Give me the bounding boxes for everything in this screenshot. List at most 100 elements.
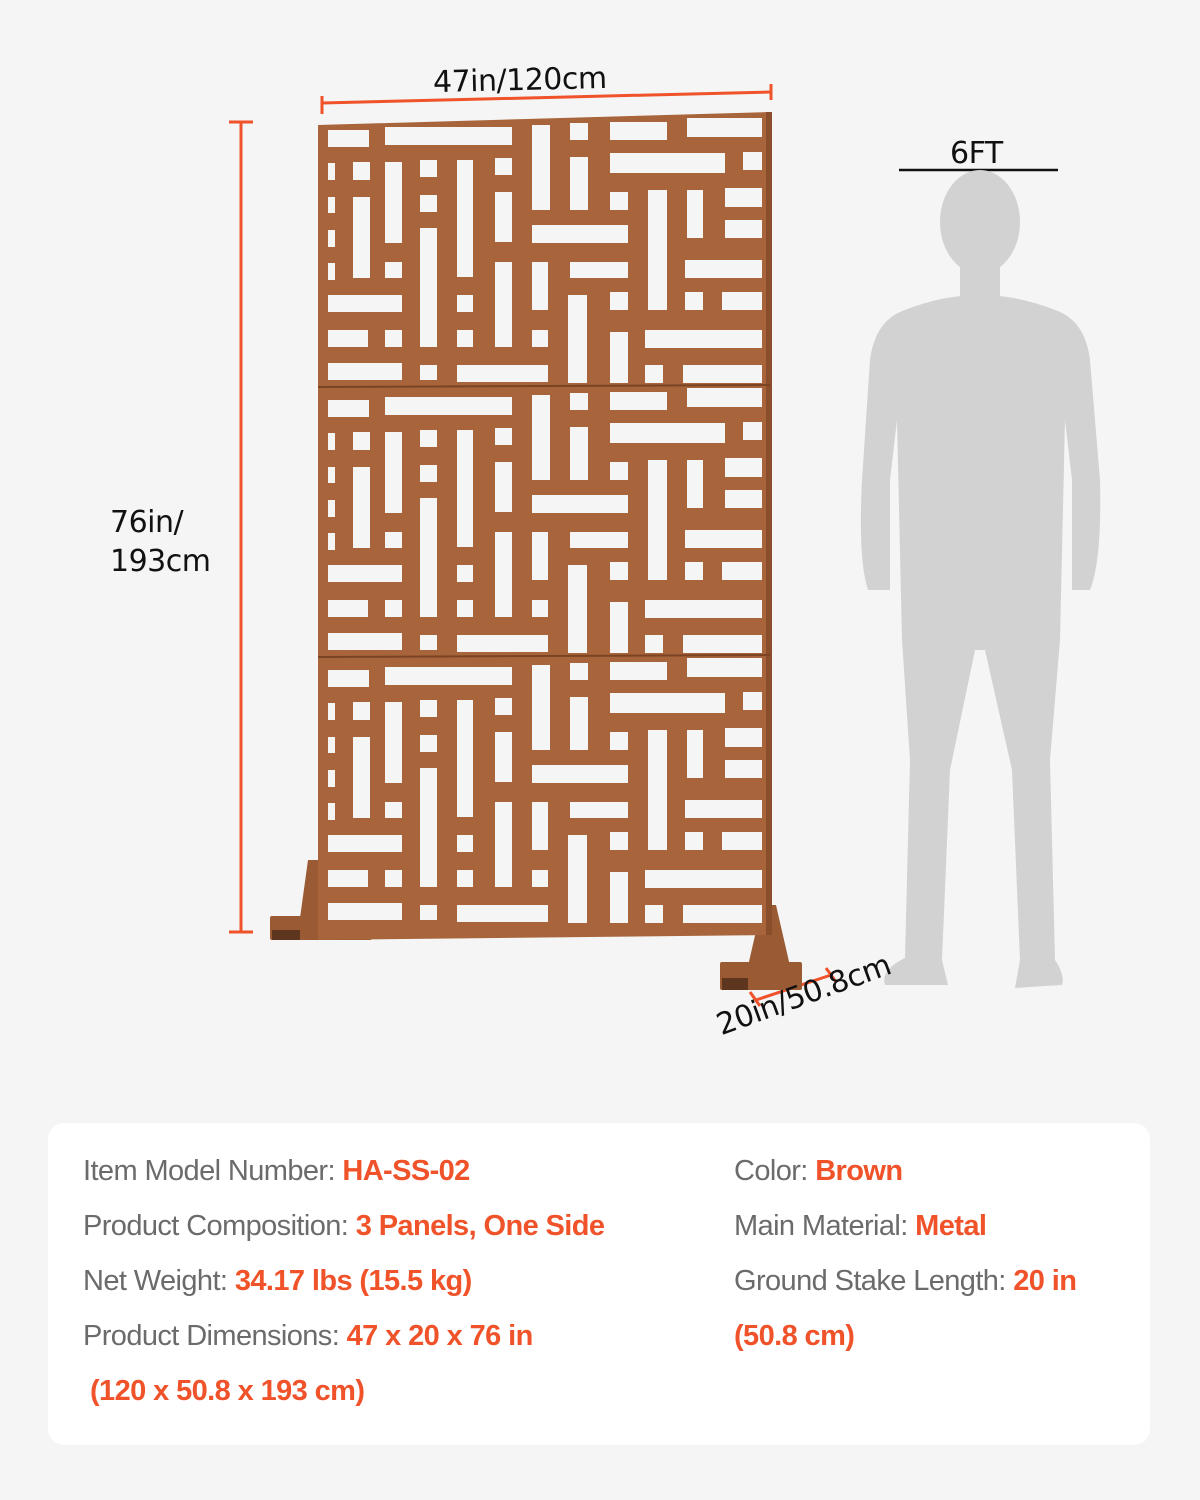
panel-cutout [610, 292, 628, 310]
panel-cutout [385, 532, 402, 548]
panel-cutout [328, 330, 368, 347]
spec-dimensions: Product Dimensions: 47 x 20 x 76 in [83, 1320, 533, 1353]
panel-cutout [570, 262, 628, 278]
panel-cutout [457, 600, 473, 617]
panel-cutout [685, 832, 703, 850]
panel-cutout [328, 835, 402, 852]
panel-cutout [457, 835, 473, 852]
panel-cutout [610, 562, 628, 580]
spec-label: Main Material: [734, 1210, 916, 1242]
panel-cutout [420, 430, 437, 447]
panel-cutout [687, 460, 703, 508]
panel-cutout [687, 118, 762, 137]
panel-seam [317, 654, 771, 658]
panel-cutout [328, 433, 335, 450]
panel-cutout [420, 735, 437, 752]
height-label-line1: 76in/ [110, 505, 184, 540]
panel-cutout [645, 365, 663, 383]
panel-cutout [353, 467, 370, 548]
panel-cutout [420, 768, 437, 887]
panel-cutout [457, 295, 473, 312]
panel-cutout [328, 600, 368, 617]
panel-cutout [385, 600, 402, 617]
spec-label: Product Composition: [83, 1210, 356, 1242]
specs-card: Item Model Number: HA-SS-02 Product Comp… [48, 1123, 1150, 1445]
panel-cutout [570, 393, 588, 410]
panel-cutout [328, 163, 335, 180]
panel-cutout [532, 600, 548, 617]
panel-cutout [725, 458, 762, 477]
panel-cutout [420, 465, 437, 482]
panel-cutout [385, 162, 402, 243]
panel-cutout [570, 697, 588, 750]
panel-cutout [457, 905, 548, 922]
spec-value: Brown [815, 1155, 903, 1187]
panel-cutout [328, 467, 335, 483]
panel-cutout [610, 662, 667, 680]
panel-cutout [648, 190, 667, 310]
product-illustration [229, 84, 1101, 1007]
panel-cutout [420, 195, 437, 212]
panel-cutout [685, 260, 762, 278]
panel-cutout [495, 192, 512, 242]
panel-cutout [722, 832, 762, 850]
panel-cutout [532, 262, 548, 310]
spec-composition: Product Composition: 3 Panels, One Side [83, 1210, 605, 1243]
panel-cutout [725, 220, 762, 238]
panel-cutout [353, 197, 370, 278]
panel-cutout [328, 670, 369, 687]
panel-cutout [610, 693, 725, 713]
panel-cutout [570, 157, 588, 210]
panel-cutout [645, 330, 762, 348]
panel-cutout [725, 188, 762, 207]
panel-cutout [687, 730, 703, 778]
spec-material: Main Material: Metal [734, 1210, 987, 1243]
panel-cutout [532, 765, 628, 783]
panel-cutout [610, 872, 628, 923]
panel-cutout [328, 737, 335, 753]
spec-stake-cont: (50.8 cm) [734, 1320, 855, 1352]
panel-cutout [385, 262, 402, 278]
panel-cutout [685, 530, 762, 548]
panel-cutout [420, 365, 437, 380]
panel-cutout [648, 730, 667, 850]
spec-model: Item Model Number: HA-SS-02 [83, 1155, 470, 1188]
panel-cutout [532, 330, 548, 347]
panel-cutout [610, 332, 628, 383]
panel-cutout [610, 423, 725, 443]
panel-cutout [645, 635, 663, 653]
panel-cutout [328, 400, 369, 417]
spec-label: Item Model Number: [83, 1155, 343, 1187]
panel-cutout [743, 692, 762, 710]
panel-cutout [743, 152, 762, 170]
panel-cutout [610, 732, 628, 750]
panel-cutout [495, 802, 512, 887]
panel-cutout [683, 635, 762, 653]
spec-value: Metal [915, 1210, 987, 1242]
height-dimension-line [229, 120, 253, 934]
panel-cutout [685, 562, 703, 580]
spec-weight: Net Weight: 34.17 lbs (15.5 kg) [83, 1265, 472, 1298]
panel-cutout [568, 565, 587, 653]
spec-label: Net Weight: [83, 1265, 235, 1297]
panel-cutout [570, 802, 628, 818]
panel-cutout [495, 732, 512, 782]
spec-value: 47 x 20 x 76 in [346, 1320, 534, 1352]
panel-cutout [645, 870, 762, 888]
panel-cutout [685, 800, 762, 818]
panel-cutout [610, 192, 628, 210]
panel-cutout [645, 905, 663, 923]
spec-dimensions-cont: (120 x 50.8 x 193 cm) [90, 1375, 365, 1407]
panel-cutout [328, 130, 369, 147]
spec-color: Color: Brown [734, 1155, 903, 1188]
panel-cutout [610, 153, 725, 173]
panel-cutout [420, 905, 437, 920]
panel-cutout [722, 562, 762, 580]
panel-cutout [532, 802, 548, 850]
panel-cutout [532, 532, 548, 580]
panel-cutout [532, 495, 628, 513]
panel-cutout [495, 532, 512, 617]
panel-cutout [725, 760, 762, 778]
panel-cutout [610, 392, 667, 410]
panel-cutout [385, 802, 402, 818]
